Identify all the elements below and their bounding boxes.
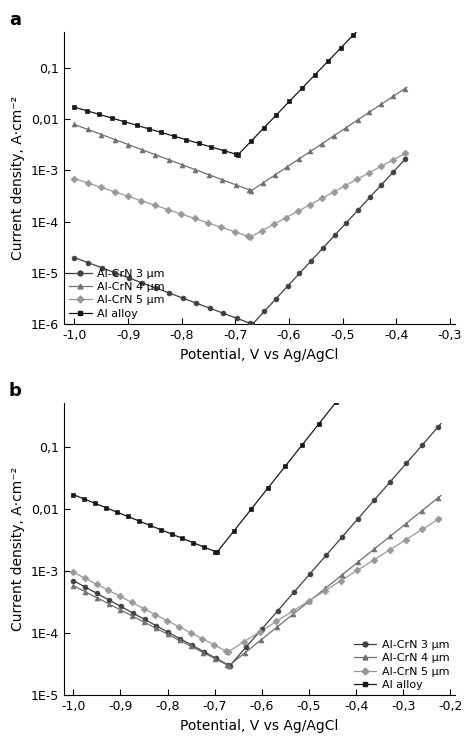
Text: b: b (9, 382, 22, 400)
X-axis label: Potential, V vs Ag/AgCl: Potential, V vs Ag/AgCl (180, 347, 338, 362)
Y-axis label: Current density, A·cm⁻²: Current density, A·cm⁻² (11, 467, 25, 632)
X-axis label: Potential, V vs Ag/AgCl: Potential, V vs Ag/AgCl (180, 719, 338, 733)
Text: a: a (9, 11, 21, 29)
Y-axis label: Current density, A·cm⁻²: Current density, A·cm⁻² (11, 96, 25, 260)
Legend: Al-CrN 3 μm, Al-CrN 4 μm, Al-CrN 5 μm, Al alloy: Al-CrN 3 μm, Al-CrN 4 μm, Al-CrN 5 μm, A… (69, 269, 165, 318)
Legend: Al-CrN 3 μm, Al-CrN 4 μm, Al-CrN 5 μm, Al alloy: Al-CrN 3 μm, Al-CrN 4 μm, Al-CrN 5 μm, A… (354, 640, 449, 690)
